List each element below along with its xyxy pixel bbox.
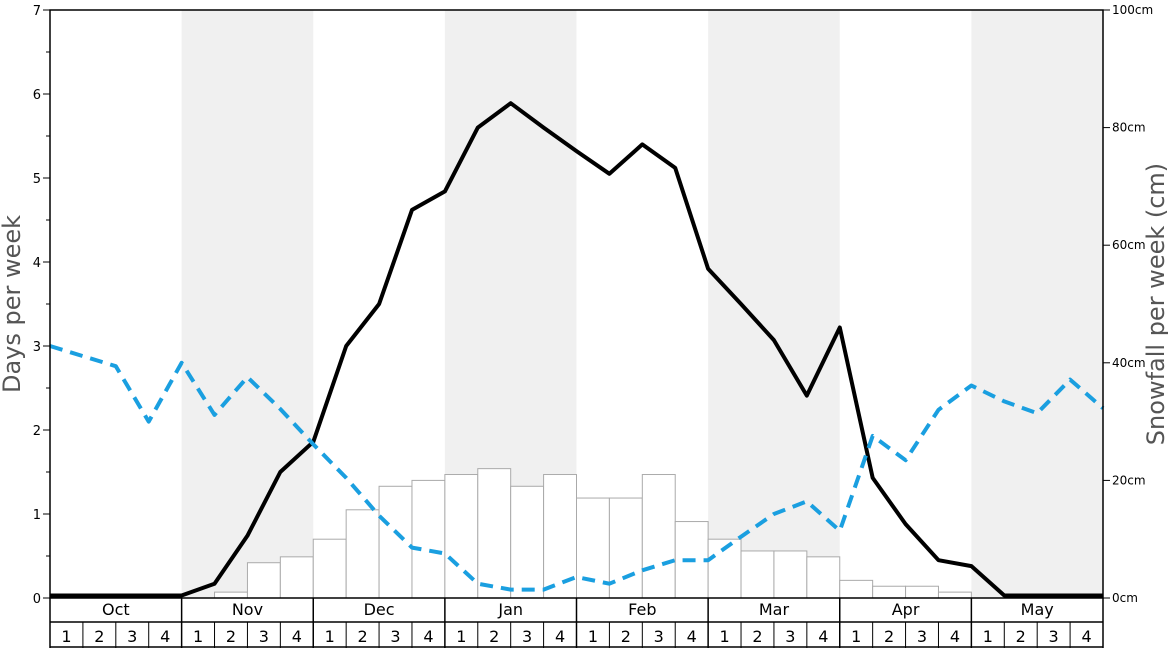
month-label: May xyxy=(1021,600,1054,619)
snowfall-bar xyxy=(641,474,676,599)
week-label: 1 xyxy=(456,627,466,646)
month-label: Mar xyxy=(759,600,790,619)
snowfall-bar xyxy=(477,468,512,599)
week-label: 3 xyxy=(127,627,137,646)
week-label: 3 xyxy=(390,627,400,646)
right-tick-label: 40cm xyxy=(1112,356,1146,370)
snowfall-bar xyxy=(872,585,907,599)
snowfall-bar xyxy=(510,485,545,599)
snowfall-bar xyxy=(839,579,874,599)
left-tick-label: 3 xyxy=(33,340,41,355)
week-label: 2 xyxy=(621,627,631,646)
snowfall-bar xyxy=(312,538,347,599)
snowfall-bar xyxy=(905,585,939,599)
week-label: 3 xyxy=(1049,627,1059,646)
week-label: 2 xyxy=(1016,627,1026,646)
x-axis-table: Oct 1 2 3 4 Nov 1 2 3 4 Dec 1 2 3 4 Jan 1 2 3 4 Feb 1 2 3 4 Mar 1 2… xyxy=(49,598,1104,648)
week-label: 4 xyxy=(292,627,302,646)
snowfall-bar xyxy=(214,591,248,599)
left-tick-label: 2 xyxy=(33,424,41,439)
month-shading-layer xyxy=(181,10,1103,598)
week-label: 1 xyxy=(193,627,203,646)
shade-mar xyxy=(708,10,840,598)
snowfall-bar xyxy=(345,509,380,599)
week-label: 1 xyxy=(61,627,71,646)
month-label: Feb xyxy=(628,600,656,619)
y-axis-label-left: Days per week xyxy=(0,215,26,393)
month-label: Dec xyxy=(364,600,395,619)
week-label: 1 xyxy=(588,627,598,646)
line-dashed xyxy=(49,344,1105,592)
snowfall-bar xyxy=(806,556,841,599)
right-tick-label: 20cm xyxy=(1112,473,1146,487)
snowfall-bar xyxy=(411,479,446,599)
week-label: 3 xyxy=(654,627,664,646)
week-label: 1 xyxy=(325,627,335,646)
week-label: 3 xyxy=(785,627,795,646)
snowfall-bar xyxy=(279,556,314,599)
week-label: 2 xyxy=(94,627,104,646)
left-axis: 0 1 2 3 4 5 6 7 xyxy=(33,4,50,607)
right-tick-label: 100cm xyxy=(1112,3,1153,17)
snowfall-bar xyxy=(937,591,972,599)
snowfall-bar xyxy=(740,550,775,599)
week-label: 4 xyxy=(950,627,960,646)
week-label: 4 xyxy=(818,627,828,646)
week-label: 4 xyxy=(555,627,565,646)
week-label: 2 xyxy=(226,627,236,646)
week-label: 4 xyxy=(687,627,697,646)
week-label: 3 xyxy=(259,627,269,646)
y-axis-label-right: Snowfall per week (cm) xyxy=(1142,163,1168,445)
month-label: Apr xyxy=(892,600,920,619)
left-tick-label: 1 xyxy=(33,508,41,523)
line-solid xyxy=(50,101,1103,598)
snowfall-bar xyxy=(773,550,808,599)
right-axis: 0cm 20cm 40cm 60cm 80cm 100cm xyxy=(1103,3,1153,605)
week-label: 4 xyxy=(160,627,170,646)
shade-nov xyxy=(181,10,314,598)
left-tick-label: 6 xyxy=(33,88,41,103)
snowfall-bar xyxy=(246,562,281,599)
week-label: 1 xyxy=(719,627,729,646)
week-label: 2 xyxy=(489,627,499,646)
left-tick-label: 5 xyxy=(33,172,41,187)
week-label: 2 xyxy=(358,627,368,646)
left-tick-label: 0 xyxy=(33,592,41,607)
left-tick-label: 4 xyxy=(33,256,41,271)
week-label: 3 xyxy=(522,627,532,646)
month-label: Jan xyxy=(497,600,523,619)
day-lines xyxy=(49,101,1105,598)
week-label: 3 xyxy=(917,627,927,646)
shade-may xyxy=(971,10,1103,598)
left-tick-label: 7 xyxy=(33,4,41,19)
right-tick-label: 60cm xyxy=(1112,238,1146,252)
week-label: 4 xyxy=(1081,627,1091,646)
right-tick-label: 0cm xyxy=(1112,591,1138,605)
right-tick-label: 80cm xyxy=(1112,121,1146,135)
month-label: Nov xyxy=(232,600,263,619)
week-label: 1 xyxy=(983,627,993,646)
week-label: 2 xyxy=(752,627,762,646)
week-label: 2 xyxy=(884,627,894,646)
snowfall-bar xyxy=(378,485,413,599)
snowfall-bars xyxy=(214,468,972,599)
week-label: 1 xyxy=(851,627,861,646)
month-label: Oct xyxy=(102,600,130,619)
week-label: 4 xyxy=(423,627,433,646)
